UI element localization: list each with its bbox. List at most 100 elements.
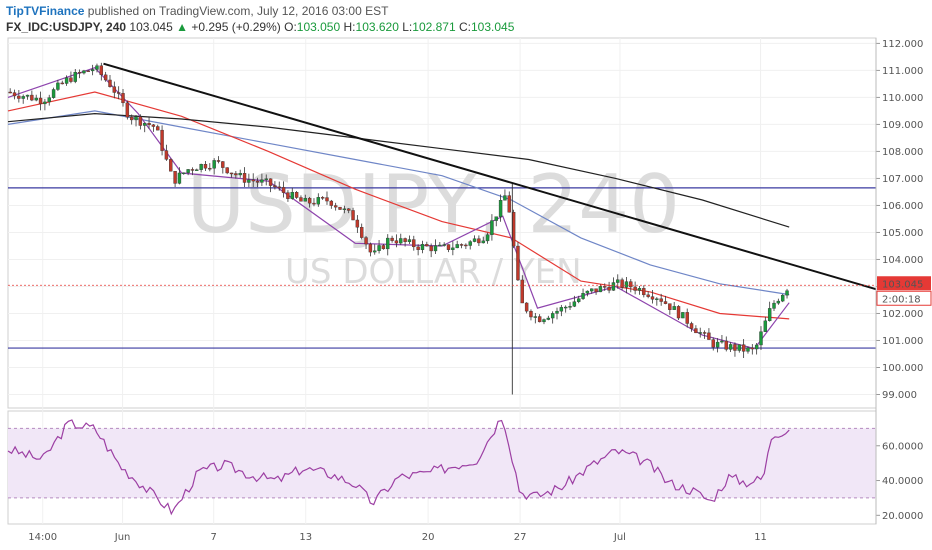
candle-body [390,237,394,241]
candle-body [737,344,741,351]
candle-body [373,250,377,253]
candle-body [720,340,724,343]
candle-body [264,178,268,180]
candle-body [86,70,90,72]
candle-body [342,208,347,210]
x-tick-label: 27 [514,532,527,543]
candle-body [585,290,590,294]
candle-body [21,96,25,99]
symbol-label[interactable]: FX_IDC:USDJPY, 240 [6,20,127,34]
candle-body [707,332,711,340]
candle-body [355,219,360,228]
candle-body [724,340,728,350]
x-tick-label: 13 [299,532,312,543]
candle-body [663,301,668,304]
candle-body [156,126,160,131]
candle-body [190,169,195,171]
candle-body [182,172,186,174]
candle-body [147,122,151,126]
candle-body [143,122,147,126]
candle-body [594,288,598,293]
candle-body [685,312,689,324]
trendline [103,62,877,291]
candle-body [69,77,73,82]
candle-body [785,290,789,296]
candle-body [772,302,776,309]
candle-body [780,294,785,302]
candle-body [169,159,173,172]
x-tick-label: 14:00 [28,532,57,543]
candle-body [12,92,17,97]
candle-body [767,308,772,322]
candle-body [581,293,585,299]
x-tick-label: Jul [613,532,626,543]
author-link[interactable]: TipTVFinance [6,4,85,18]
candle-body [472,238,477,242]
candle-body [242,173,247,183]
x-tick-label: 7 [211,532,217,543]
candle-body [368,243,373,253]
candle-body [659,298,663,302]
candle-body [160,129,164,151]
candle-body [320,197,325,199]
candle-body [537,316,542,323]
candle-body [572,301,577,307]
candle-body [611,282,616,291]
candle-body [216,160,221,162]
candle-body [333,205,338,208]
candle-body [520,279,524,304]
candle-body [8,91,12,94]
candle-body [533,316,538,318]
candle-body [590,288,594,292]
candle-body [255,180,260,183]
candle-body [307,197,312,204]
candle-body [698,332,702,334]
candle-body [425,244,429,247]
candle-body [598,286,603,293]
candle-body [750,347,755,350]
candle-body [412,239,416,248]
candle-body [312,202,316,205]
candle-body [177,172,182,184]
candle-body [38,97,43,105]
candle-body [490,220,494,235]
moving-average-line [7,110,790,296]
candle-body [498,200,503,217]
candle-body [299,197,303,202]
candle-body [251,179,255,182]
high-label: H: [343,20,356,34]
candle-body [746,347,750,352]
y-tick-label: 109.000 [882,120,923,131]
candle-body [420,244,425,250]
candle-body [676,306,681,319]
candle-body [138,116,143,126]
candle-body [229,172,234,175]
publish-info: published on TradingView.com, July 12, 2… [84,4,389,18]
candle-body [286,192,290,199]
candle-body [56,82,60,90]
candle-body [90,69,95,72]
open-label: O: [284,20,297,34]
candle-body [221,161,225,168]
ohlc-line: FX_IDC:USDJPY, 240 103.045 ▲ +0.295 (+0.… [6,20,514,34]
candle-body [524,302,529,312]
candle-body [173,171,177,184]
y-tick-label: 102.000 [882,309,923,320]
chart-header: TipTVFinance published on TradingView.co… [0,0,932,40]
candle-body [103,74,108,81]
candle-body [702,332,707,334]
candle-body [394,240,399,244]
candle-body [429,245,433,252]
candle-body [655,298,659,300]
y-tick-label: 108.000 [882,147,923,158]
candle-body [542,319,546,323]
close-value: 103.045 [471,20,515,34]
candle-body [316,197,321,205]
candle-body [60,82,64,85]
candle-body [620,279,624,288]
candle-body [112,86,117,93]
candle-body [338,206,342,210]
candle-body [329,200,334,206]
candle-body [642,288,646,296]
